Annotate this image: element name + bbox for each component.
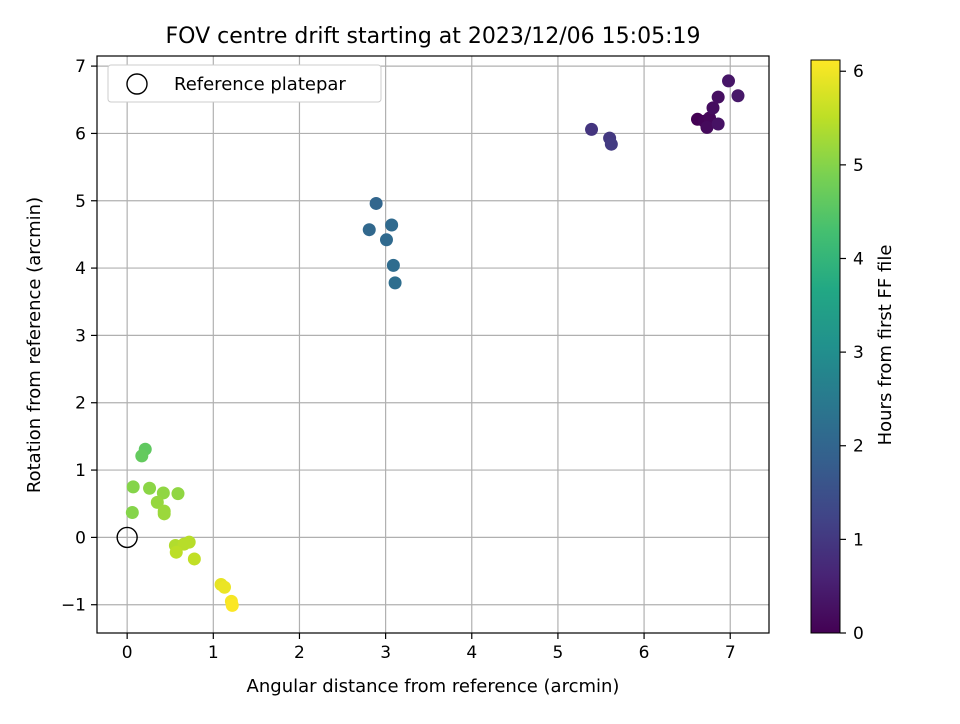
x-tick-label: 4	[466, 643, 477, 663]
x-tick-label: 5	[553, 643, 564, 663]
y-tick-label: 5	[75, 192, 86, 212]
data-point	[150, 495, 164, 509]
colorbar-label: Hours from first FF file	[875, 245, 896, 446]
legend: Reference platepar	[107, 64, 382, 103]
x-tick-label: 2	[294, 643, 305, 663]
data-point	[171, 487, 185, 501]
data-point	[388, 276, 402, 290]
grid	[97, 56, 769, 633]
data-point	[218, 580, 232, 594]
plot-background	[97, 56, 769, 633]
data-point	[156, 486, 170, 500]
y-tick-label: 0	[75, 528, 86, 548]
data-points	[125, 74, 745, 612]
data-point	[722, 74, 736, 88]
data-point	[700, 120, 714, 134]
y-tick-label: 7	[75, 57, 86, 77]
colorbar-tick-label: 6	[853, 62, 864, 82]
colorbar-tick-label: 1	[853, 530, 864, 550]
data-point	[177, 537, 191, 551]
data-point	[369, 196, 383, 210]
x-tick-label: 1	[208, 643, 219, 663]
colorbar-tick-label: 0	[853, 624, 864, 644]
data-point	[604, 137, 618, 151]
legend-reference-marker	[126, 73, 148, 95]
data-point	[711, 117, 725, 131]
y-tick-label: −1	[61, 596, 86, 616]
y-tick-label: 6	[75, 124, 86, 144]
chart-title: FOV centre drift starting at 2023/12/06 …	[166, 24, 701, 49]
plot-area: 0 1 2 3 4 5 6 7 −1 0 1 2 3 4 5 6 7	[61, 55, 770, 663]
x-tick-label: 7	[725, 643, 736, 663]
colorbar-gradient	[810, 59, 841, 634]
x-tick-label: 0	[122, 643, 133, 663]
data-point	[169, 545, 183, 559]
data-point	[385, 218, 399, 232]
data-point	[706, 101, 720, 115]
data-point	[585, 122, 599, 136]
y-tick-label: 1	[75, 461, 86, 481]
data-point	[135, 449, 149, 463]
data-point	[187, 552, 201, 566]
data-point	[386, 258, 400, 272]
data-point	[125, 505, 139, 519]
data-point	[225, 598, 239, 612]
y-tick-label: 2	[75, 394, 86, 414]
data-point	[711, 90, 725, 104]
x-tick-label: 3	[380, 643, 391, 663]
data-point	[731, 89, 745, 103]
colorbar-tick-label: 4	[853, 249, 864, 269]
y-axis-ticks: −1 0 1 2 3 4 5 6 7	[61, 57, 97, 616]
data-point	[379, 233, 393, 247]
y-axis-label: Rotation from reference (arcmin)	[24, 197, 45, 493]
legend-entry-label: Reference platepar	[174, 74, 346, 95]
colorbar-ticks: 0 1 2 3 4 5 6	[840, 62, 864, 644]
y-tick-label: 3	[75, 326, 86, 346]
data-point	[126, 480, 140, 494]
x-axis-label: Angular distance from reference (arcmin)	[247, 676, 620, 697]
legend-box	[107, 64, 382, 103]
data-point	[143, 481, 157, 495]
x-tick-label: 6	[639, 643, 650, 663]
colorbar-tick-label: 5	[853, 156, 864, 176]
plot-frame	[96, 55, 770, 634]
data-point	[157, 507, 171, 521]
colorbar-tick-label: 3	[853, 343, 864, 363]
reference-platepar-marker	[116, 526, 138, 549]
x-axis-ticks: 0 1 2 3 4 5 6 7	[122, 633, 736, 663]
data-point	[362, 223, 376, 237]
colorbar: 0 1 2 3 4 5 6 Hours from first FF file	[810, 59, 896, 644]
colorbar-tick-label: 2	[853, 437, 864, 457]
y-tick-label: 4	[75, 259, 86, 279]
reference-marker-group	[116, 526, 138, 549]
